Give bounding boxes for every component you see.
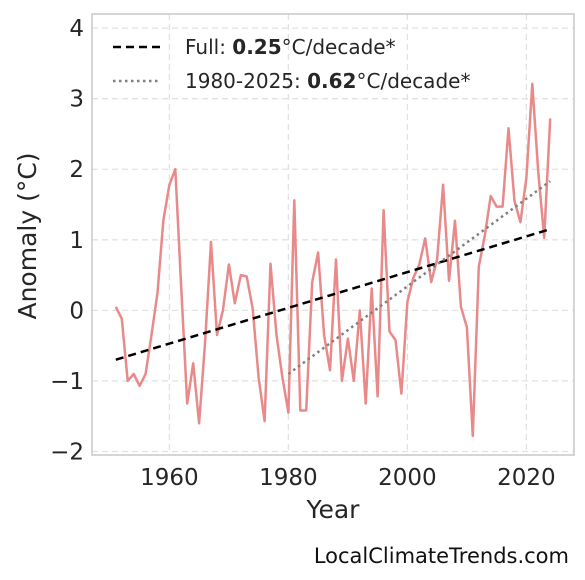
- x-tick-label: 1960: [140, 465, 199, 491]
- legend-full-value: 0.25: [232, 35, 281, 59]
- y-tick-label: 3: [69, 87, 84, 113]
- x-tick-label: 2020: [497, 465, 556, 491]
- legend-full-unit: °C/decade*: [282, 35, 396, 59]
- x-axis-label: Year: [306, 495, 361, 524]
- x-tick-label: 2000: [378, 465, 437, 491]
- y-tick-label: 2: [69, 157, 84, 183]
- legend-label-full: Full: 0.25°C/decade*: [185, 35, 396, 59]
- plot-frame: [91, 13, 575, 456]
- legend-recent-value: 0.62: [307, 69, 356, 93]
- source-watermark: LocalClimateTrends.com: [313, 544, 569, 568]
- legend-full-name: Full:: [185, 35, 226, 59]
- trend-line-full: [115, 228, 551, 361]
- legend-recent-name: 1980-2025:: [185, 69, 301, 93]
- series-group: [114, 82, 552, 438]
- y-axis-label: Anomaly (°C): [13, 152, 42, 319]
- legend-recent-unit: °C/decade*: [356, 69, 470, 93]
- y-tick-label: 1: [69, 228, 84, 254]
- y-tick-label: −1: [50, 369, 84, 395]
- legend: Full: 0.25°C/decade* 1980-2025: 0.62°C/d…: [113, 35, 470, 93]
- x-tick-label: 1980: [259, 465, 318, 491]
- legend-label-recent: 1980-2025: 0.62°C/decade*: [185, 69, 470, 93]
- trend-line-1980-2025: [287, 180, 551, 375]
- y-tick-label: 4: [69, 16, 84, 42]
- chart: 1960 1980 2000 2020 −2 −1 0 1 2 3 4 Year Anomaly (…: [13, 13, 575, 524]
- y-tick-label: 0: [69, 298, 84, 324]
- anomaly-line: [114, 82, 552, 438]
- y-tick-label: −2: [50, 439, 84, 465]
- ticks: 1960 1980 2000 2020 −2 −1 0 1 2 3 4: [50, 16, 556, 491]
